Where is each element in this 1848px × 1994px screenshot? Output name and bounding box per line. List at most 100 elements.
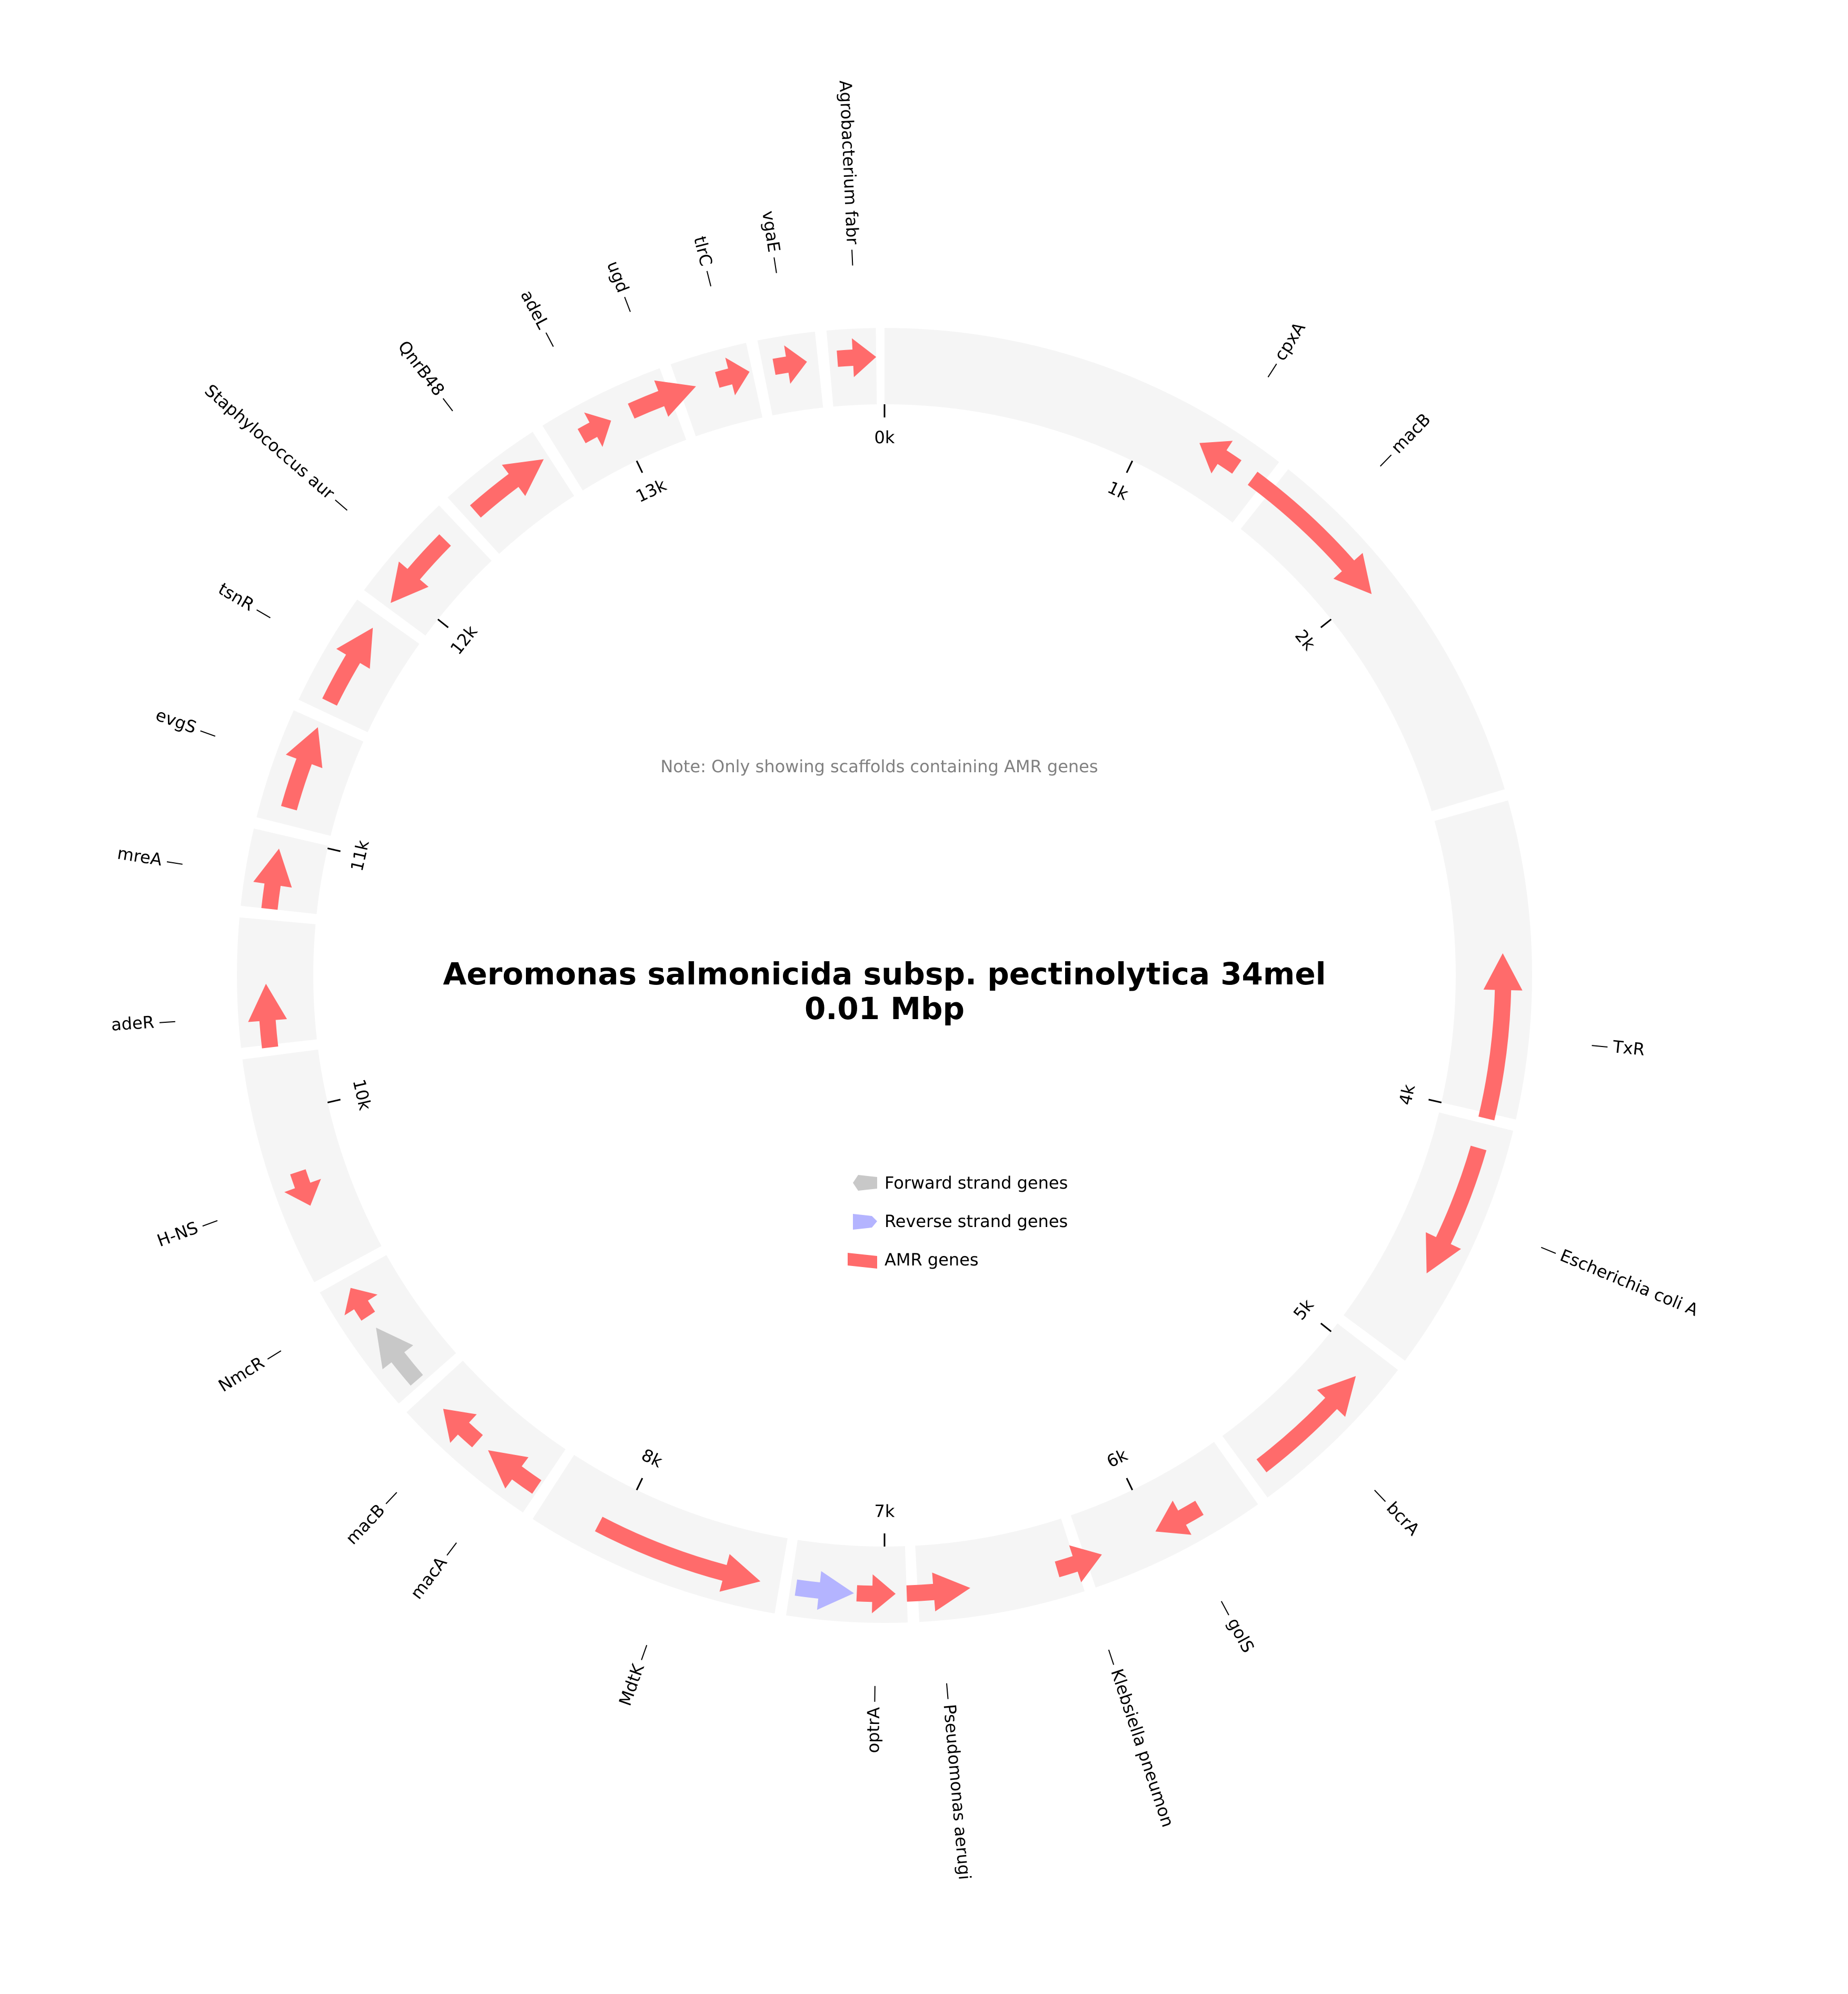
gene-label-leader [641,1644,648,1660]
tick-mark [1320,619,1332,629]
gene-arrow [794,1571,855,1610]
gene-label: vgaE [758,210,784,254]
tick-label: 10k [349,1077,375,1112]
gene-label-leader [946,1683,949,1699]
gene-arrow [1247,472,1372,594]
gene-label-leader [385,1492,398,1504]
tick-mark [327,848,341,852]
scaffold-segment [242,1049,382,1282]
gene-label: Staphylococcus aur [201,380,339,503]
tick-label: 8k [639,1445,666,1472]
gene-label-leader [159,1021,175,1023]
scaffold-segment [320,1255,456,1404]
tick-mark [1126,460,1134,473]
gene-label-leader [267,1350,282,1360]
tick-mark [327,1099,341,1103]
gene-label-leader [1220,1601,1229,1616]
gene-label-leader [1267,363,1277,377]
gene-label: NmcR [215,1352,268,1395]
tick-mark [1428,1099,1442,1103]
gene-label-leader [1541,1247,1556,1254]
tick-label: 2k [1291,626,1319,654]
scaffold-segment [532,1454,788,1614]
gene-label-leader [1592,1045,1608,1048]
legend: Forward strand genes Reverse strand gene… [848,1173,1068,1270]
gene-arrow [837,338,877,377]
gene-arrow [1155,1500,1204,1535]
gene-arrow [376,1328,423,1386]
tick-label: 6k [1104,1444,1131,1471]
tick-label: 0k [875,427,895,447]
gene-label: Klebsiella pneumon [1107,1666,1178,1829]
legend-item-forward: Forward strand genes [853,1173,1068,1193]
gene-arrow [856,1574,896,1613]
tick-label: 5k [1289,1295,1318,1323]
gene-label: optrA [863,1707,883,1753]
legend-item-reverse: Reverse strand genes [853,1211,1068,1231]
gene-label-leader [1374,1490,1386,1502]
legend-label-amr: AMR genes [885,1250,979,1270]
gene-arrow [443,1409,483,1448]
gene-label-leader [442,398,453,412]
tick-label: 1k [1105,477,1132,504]
gene-label-leader [200,730,216,737]
scaffold-segment [1222,1323,1398,1498]
legend-label-forward: Forward strand genes [885,1173,1068,1193]
tick-mark [635,460,643,473]
gene-label-leader [773,257,777,273]
gene-label-leader [446,1542,457,1556]
gene-label-leader [166,861,183,865]
gene-arrows [248,338,1523,1613]
gene-arrow [281,727,323,811]
gene-arrow [344,1288,377,1321]
scaffold-segment [406,1361,566,1513]
scaffold-segment [1434,800,1533,1120]
gene-label: MdtK [615,1661,648,1708]
gene-label: golS [1224,1614,1258,1656]
legend-label-reverse: Reverse strand genes [885,1211,1068,1231]
tick-mark [635,1478,643,1491]
scaffold-segment [885,328,1279,523]
gene-label: TxR [1612,1036,1646,1060]
note-text: Note: Only showing scaffolds containing … [660,756,1098,776]
gene-label-leader [624,296,631,312]
scaffold-segment [364,505,492,636]
gene-arrow [578,412,611,447]
gene-label-leader [256,609,271,619]
gene-label: Pseudomonas aerugi [940,1703,975,1881]
gene-arrow [1055,1545,1102,1583]
gene-arrow [595,1517,761,1592]
gene-label-leader [1379,454,1392,467]
tick-label: 7k [875,1501,895,1521]
gene-arrow [253,849,292,910]
gene-label: QnrB48 [394,337,449,400]
tick-label: 11k [347,838,373,873]
gene-label: macB [1387,410,1435,457]
legend-swatch-reverse [853,1214,877,1230]
scaffold-segment [237,917,317,1048]
gene-label: adeR [111,1012,155,1034]
gene-arrow [1199,441,1241,474]
gene-arrow [284,1169,321,1206]
scaffold-segment [299,599,420,733]
legend-swatch-forward [853,1175,877,1191]
scaffold-segment [1070,1442,1258,1588]
gene-arrow [1426,1145,1487,1274]
gene-label: H-NS [154,1218,201,1251]
gene-label-leader [545,332,554,347]
genome-title: Aeromonas salmonicida subsp. pectinolyti… [443,956,1326,992]
gene-arrow [772,345,807,384]
gene-label: tsnR [215,579,257,615]
gene-arrow [1256,1376,1356,1472]
gene-label: evgS [153,705,199,737]
gene-arrow [906,1572,970,1612]
gene-arrow [322,627,373,706]
gene-arrow [248,983,287,1049]
gene-label: bcrA [1383,1498,1424,1539]
gene-label: ugd [603,258,633,295]
gene-label: macB [342,1500,389,1549]
gene-label: Agrobacterium fabr [836,80,863,245]
scaffold-segment [256,710,364,836]
gene-label: cpxA [1270,318,1309,364]
